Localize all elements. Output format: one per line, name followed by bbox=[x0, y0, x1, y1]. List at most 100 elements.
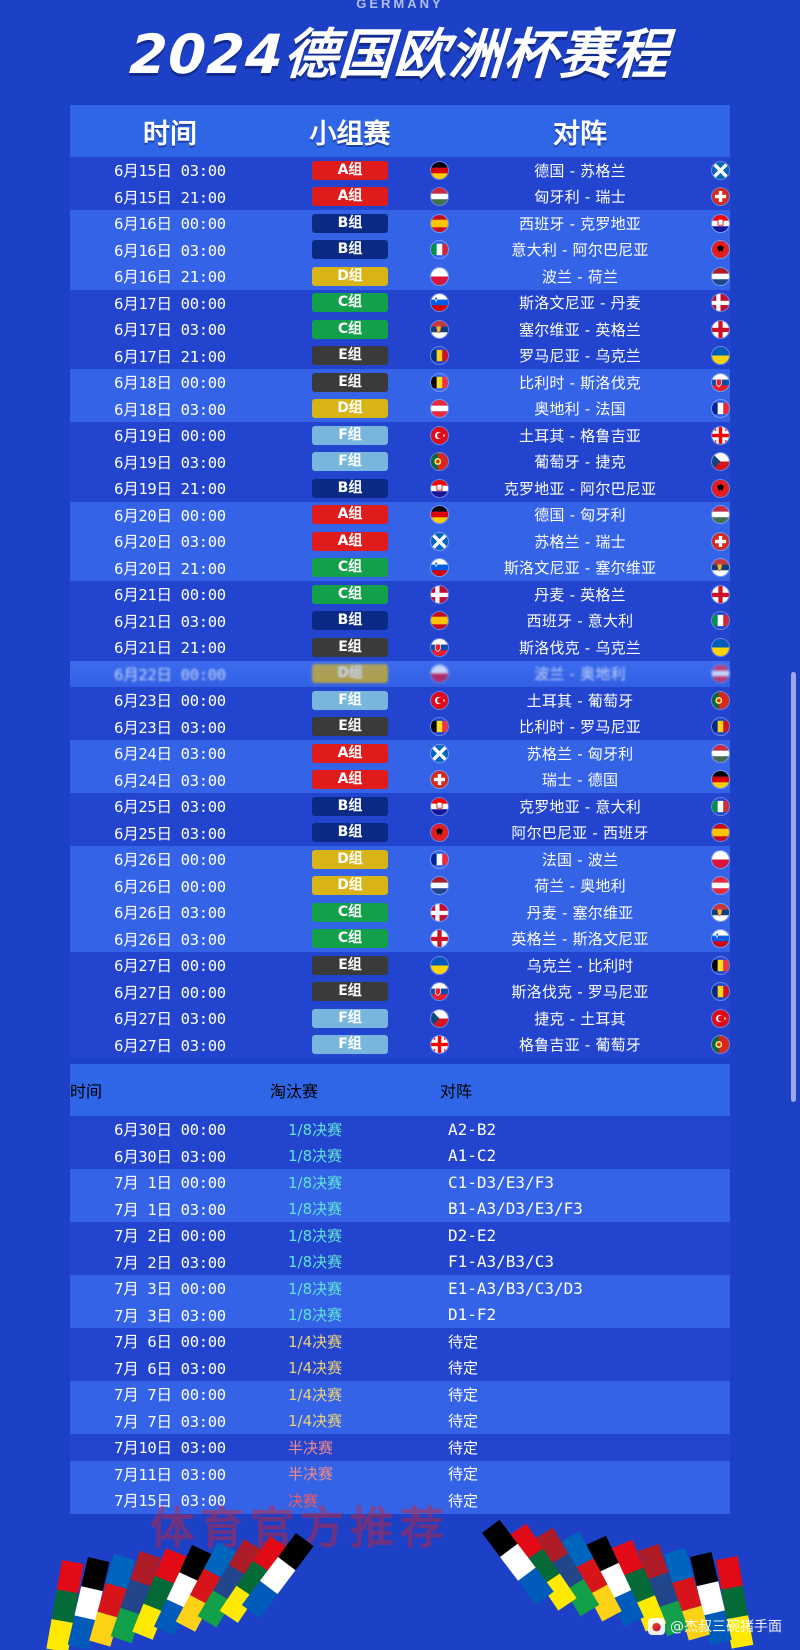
table-row[interactable]: 6月25日 03:00 B组 克罗地亚 - 意大利 bbox=[70, 793, 730, 820]
flag-nl bbox=[711, 266, 730, 286]
flag-hr bbox=[711, 213, 730, 233]
table-row[interactable]: 6月25日 03:00 B组 阿尔巴尼亚 - 西班牙 bbox=[70, 819, 730, 846]
table-row[interactable]: 6月20日 03:00 A组 苏格兰 - 瑞士 bbox=[70, 528, 730, 555]
match-cell: 格鲁吉亚 - 葡萄牙 bbox=[430, 1034, 730, 1055]
knockout-row[interactable]: 7月15日 03:00 决赛 待定 bbox=[70, 1487, 730, 1514]
flag-tr bbox=[711, 1008, 730, 1028]
table-row[interactable]: 6月21日 03:00 B组 西班牙 - 意大利 bbox=[70, 607, 730, 634]
knockout-stage: 1/8决赛 bbox=[288, 1200, 343, 1219]
knockout-row[interactable]: 7月 7日 00:00 1/4决赛 待定 bbox=[70, 1381, 730, 1408]
flag-sc bbox=[430, 531, 449, 551]
match-cell: 葡萄牙 - 捷克 bbox=[430, 451, 730, 472]
knockout-row[interactable]: 7月 6日 00:00 1/4决赛 待定 bbox=[70, 1328, 730, 1355]
table-row[interactable]: 6月23日 03:00 E组 比利时 - 罗马尼亚 bbox=[70, 713, 730, 740]
table-row[interactable]: 6月27日 00:00 E组 斯洛伐克 - 罗马尼亚 bbox=[70, 978, 730, 1005]
table-row[interactable]: 6月16日 03:00 B组 意大利 - 阿尔巴尼亚 bbox=[70, 236, 730, 263]
table-row[interactable]: 6月15日 21:00 A组 匈牙利 - 瑞士 bbox=[70, 183, 730, 210]
match-teams: 瑞士 - 德国 bbox=[541, 771, 619, 790]
match-teams: 英格兰 - 斯洛文尼亚 bbox=[511, 930, 649, 949]
match-cell: 土耳其 - 格鲁吉亚 bbox=[430, 425, 730, 446]
flag-at bbox=[430, 399, 449, 419]
knockout-row[interactable]: 6月30日 03:00 1/8决赛 A1-C2 bbox=[70, 1142, 730, 1169]
match-teams: 苏格兰 - 瑞士 bbox=[534, 532, 626, 551]
flag-ge bbox=[430, 1035, 449, 1055]
table-row[interactable]: 6月19日 00:00 F组 土耳其 - 格鲁吉亚 bbox=[70, 422, 730, 449]
table-row[interactable]: 6月16日 00:00 B组 西班牙 - 克罗地亚 bbox=[70, 210, 730, 237]
knockout-header-match: 对阵 bbox=[440, 1084, 473, 1101]
knockout-row[interactable]: 7月 3日 03:00 1/8决赛 D1-F2 bbox=[70, 1301, 730, 1328]
flag-pl bbox=[430, 266, 449, 286]
flag-rs bbox=[711, 558, 730, 578]
knockout-row[interactable]: 7月 1日 03:00 1/8决赛 B1-A3/D3/E3/F3 bbox=[70, 1195, 730, 1222]
table-row[interactable]: 6月19日 03:00 F组 葡萄牙 - 捷克 bbox=[70, 448, 730, 475]
match-teams: 斯洛伐克 - 罗马尼亚 bbox=[511, 983, 649, 1002]
group-badge: F组 bbox=[312, 452, 388, 472]
group-badge: E组 bbox=[312, 717, 388, 737]
knockout-stage: 1/8决赛 bbox=[288, 1120, 343, 1139]
group-badge: A组 bbox=[312, 770, 388, 790]
knockout-time: 7月 6日 03:00 bbox=[114, 1359, 226, 1378]
match-teams: 斯洛文尼亚 - 丹麦 bbox=[519, 294, 641, 313]
knockout-row[interactable]: 7月 2日 03:00 1/8决赛 F1-A3/B3/C3 bbox=[70, 1248, 730, 1275]
group-badge: D组 bbox=[312, 399, 388, 419]
match-time: 6月16日 00:00 bbox=[114, 215, 226, 234]
table-row[interactable]: 6月17日 00:00 C组 斯洛文尼亚 - 丹麦 bbox=[70, 289, 730, 316]
match-time: 6月22日 00:00 bbox=[114, 665, 226, 684]
group-cell: E组 bbox=[270, 637, 430, 657]
knockout-row[interactable]: 6月30日 00:00 1/8决赛 A2-B2 bbox=[70, 1116, 730, 1143]
knockout-row[interactable]: 7月 1日 00:00 1/8决赛 C1-D3/E3/F3 bbox=[70, 1169, 730, 1196]
match-teams: 葡萄牙 - 捷克 bbox=[534, 453, 626, 472]
table-row[interactable]: 6月27日 03:00 F组 格鲁吉亚 - 葡萄牙 bbox=[70, 1031, 730, 1058]
table-row[interactable]: 6月18日 03:00 D组 奥地利 - 法国 bbox=[70, 395, 730, 422]
scrollbar[interactable] bbox=[791, 672, 796, 1102]
table-row[interactable]: 6月17日 21:00 E组 罗马尼亚 - 乌克兰 bbox=[70, 342, 730, 369]
group-header-match: 对阵 bbox=[553, 118, 607, 150]
group-badge: D组 bbox=[312, 664, 388, 684]
knockout-row[interactable]: 7月 2日 00:00 1/8决赛 D2-E2 bbox=[70, 1222, 730, 1249]
table-row[interactable]: 6月26日 03:00 C组 丹麦 - 塞尔维亚 bbox=[70, 899, 730, 926]
table-row[interactable]: 6月20日 21:00 C组 斯洛文尼亚 - 塞尔维亚 bbox=[70, 554, 730, 581]
table-row[interactable]: 6月20日 00:00 A组 德国 - 匈牙利 bbox=[70, 501, 730, 528]
match-cell: 西班牙 - 克罗地亚 bbox=[430, 213, 730, 234]
flag-ch bbox=[430, 770, 449, 790]
flag-pt bbox=[711, 1035, 730, 1055]
table-row[interactable]: 6月24日 03:00 A组 瑞士 - 德国 bbox=[70, 766, 730, 793]
table-row[interactable]: 6月27日 03:00 F组 捷克 - 土耳其 bbox=[70, 1005, 730, 1032]
knockout-time: 7月 1日 03:00 bbox=[114, 1200, 226, 1219]
flag-pt bbox=[711, 690, 730, 710]
table-row[interactable]: 6月17日 03:00 C组 塞尔维亚 - 英格兰 bbox=[70, 316, 730, 343]
table-row[interactable]: 6月23日 00:00 F组 土耳其 - 葡萄牙 bbox=[70, 687, 730, 714]
table-row[interactable]: 6月26日 00:00 D组 荷兰 - 奥地利 bbox=[70, 872, 730, 899]
flag-al bbox=[430, 823, 449, 843]
match-teams: 乌克兰 - 比利时 bbox=[526, 956, 634, 975]
table-row[interactable]: 6月27日 00:00 E组 乌克兰 - 比利时 bbox=[70, 952, 730, 979]
match-time: 6月26日 03:00 bbox=[114, 904, 226, 923]
table-row[interactable]: 6月26日 03:00 C组 英格兰 - 斯洛文尼亚 bbox=[70, 925, 730, 952]
flag-pt bbox=[430, 452, 449, 472]
table-row[interactable]: 6月22日 00:00 D组 波兰 - 奥地利 bbox=[70, 660, 730, 687]
table-row[interactable]: 6月19日 21:00 B组 克罗地亚 - 阿尔巴尼亚 bbox=[70, 475, 730, 502]
flag-cz bbox=[711, 452, 730, 472]
group-cell: B组 bbox=[270, 823, 430, 843]
match-teams: 波兰 - 奥地利 bbox=[534, 665, 626, 684]
table-row[interactable]: 6月15日 03:00 A组 德国 - 苏格兰 bbox=[70, 157, 730, 184]
knockout-row[interactable]: 7月 6日 03:00 1/4决赛 待定 bbox=[70, 1354, 730, 1381]
match-time: 6月24日 03:00 bbox=[114, 771, 226, 790]
knockout-time: 7月 1日 00:00 bbox=[114, 1174, 226, 1193]
table-row[interactable]: 6月21日 00:00 C组 丹麦 - 英格兰 bbox=[70, 581, 730, 608]
knockout-row[interactable]: 7月 7日 03:00 1/4决赛 待定 bbox=[70, 1407, 730, 1434]
match-cell: 德国 - 苏格兰 bbox=[430, 160, 730, 181]
table-row[interactable]: 6月16日 21:00 D组 波兰 - 荷兰 bbox=[70, 263, 730, 290]
group-cell: C组 bbox=[270, 319, 430, 339]
match-time: 6月15日 03:00 bbox=[114, 162, 226, 181]
table-row[interactable]: 6月26日 00:00 D组 法国 - 波兰 bbox=[70, 846, 730, 873]
table-row[interactable]: 6月24日 03:00 A组 苏格兰 - 匈牙利 bbox=[70, 740, 730, 767]
table-row[interactable]: 6月21日 21:00 E组 斯洛伐克 - 乌克兰 bbox=[70, 634, 730, 661]
knockout-row[interactable]: 7月 3日 00:00 1/8决赛 E1-A3/B3/C3/D3 bbox=[70, 1275, 730, 1302]
match-time: 6月25日 03:00 bbox=[114, 824, 226, 843]
knockout-row[interactable]: 7月10日 03:00 半决赛 待定 bbox=[70, 1434, 730, 1461]
knockout-row[interactable]: 7月11日 03:00 半决赛 待定 bbox=[70, 1460, 730, 1487]
table-row[interactable]: 6月18日 00:00 E组 比利时 - 斯洛伐克 bbox=[70, 369, 730, 396]
knockout-time: 7月 2日 00:00 bbox=[114, 1227, 226, 1246]
match-time: 6月21日 00:00 bbox=[114, 586, 226, 605]
